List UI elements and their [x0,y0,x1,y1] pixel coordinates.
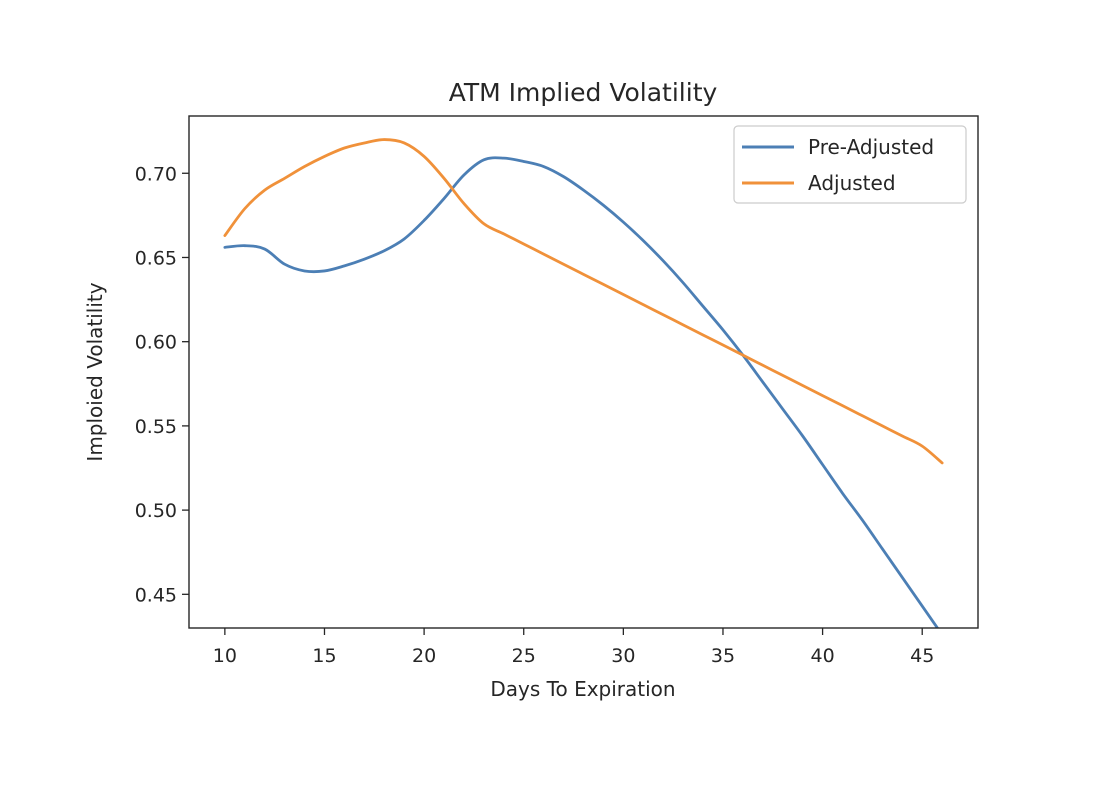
series-line-adjusted [223,138,944,465]
x-tick-label: 20 [412,645,436,667]
chart-title: ATM Implied Volatility [449,78,718,107]
y-tick-label: 0.70 [135,163,177,185]
y-tick-label: 0.65 [135,247,177,269]
x-tick-label: 40 [810,645,834,667]
x-axis-label: Days To Expiration [490,677,675,701]
series-layer [223,138,944,628]
y-tick-label: 0.55 [135,416,177,438]
series-line-pre-adjusted [223,156,940,628]
x-tick-label: 45 [910,645,934,667]
y-axis: 0.45 0.50 0.55 0.60 0.65 0.70 [135,163,189,606]
y-axis-label: Imploied Volatility [83,282,107,461]
axes-frame [188,115,979,629]
x-tick-label: 10 [213,645,237,667]
legend: Pre-Adjusted Adjusted [733,125,967,204]
x-tick-label: 15 [312,645,336,667]
y-tick-label: 0.50 [135,500,177,522]
x-axis: 10 15 20 25 30 35 40 45 [213,628,934,667]
legend-label-pre-adjusted: Pre-Adjusted [808,135,934,159]
x-tick-label: 35 [711,645,735,667]
legend-label-adjusted: Adjusted [808,171,896,195]
x-tick-label: 25 [512,645,536,667]
y-tick-label: 0.60 [135,332,177,354]
x-tick-label: 30 [611,645,635,667]
y-tick-label: 0.45 [135,584,177,606]
